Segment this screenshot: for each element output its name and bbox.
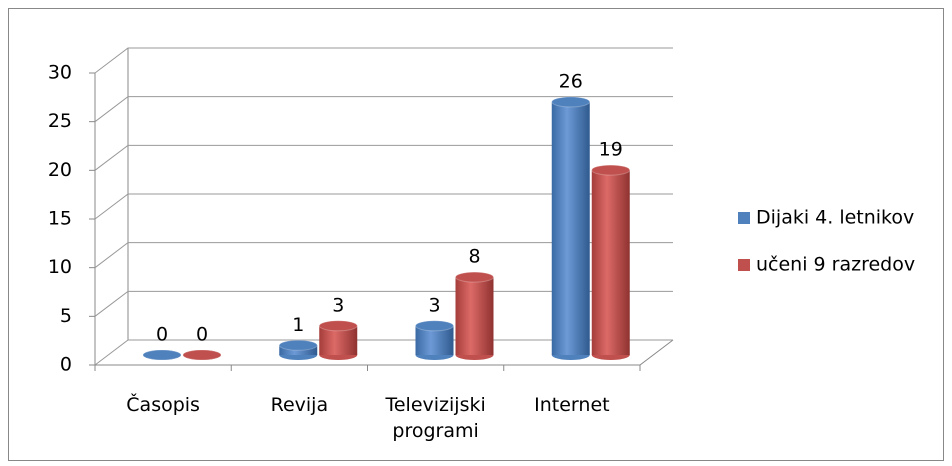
- bar: [415, 320, 454, 360]
- data-label: 0: [196, 324, 208, 346]
- bar-part: [591, 164, 631, 176]
- grid-line: [94, 193, 673, 220]
- bar-part: [182, 349, 222, 361]
- y-tick-label: 20: [48, 159, 72, 181]
- data-label: 19: [599, 139, 623, 161]
- data-label: 8: [468, 246, 480, 268]
- bar-part: [278, 339, 318, 351]
- bar-part: [551, 96, 591, 108]
- y-tick-label: 10: [48, 256, 72, 278]
- bar-part: [455, 271, 494, 283]
- data-label: 3: [428, 294, 440, 316]
- bar-part: [591, 170, 630, 355]
- legend-swatch: [738, 212, 750, 224]
- bar: [278, 339, 318, 360]
- y-tick-label: 30: [48, 62, 72, 84]
- bar-part: [455, 277, 494, 355]
- data-label: 0: [156, 324, 168, 346]
- legend-swatch: [738, 259, 750, 271]
- legend-label: učeni 9 razredov: [756, 254, 915, 276]
- y-tick-label: 15: [48, 208, 72, 230]
- data-label: 1: [292, 314, 304, 336]
- grid-line: [94, 96, 673, 123]
- legend-label: Dijaki 4. letnikov: [756, 207, 914, 229]
- data-label: 3: [332, 294, 344, 316]
- grid-line: [94, 47, 673, 74]
- bar: [182, 349, 222, 361]
- bar: [551, 96, 591, 360]
- x-tick-label: Televizijski programi: [385, 394, 486, 442]
- chart-frame: [8, 8, 944, 461]
- bar-part: [551, 101, 590, 355]
- y-tick-label: 0: [60, 354, 72, 376]
- bar-part: [142, 349, 182, 361]
- data-label: 26: [559, 70, 583, 92]
- x-tick-label: Revija: [270, 394, 329, 416]
- bar: [455, 271, 494, 360]
- grid-line: [94, 144, 673, 171]
- bar: [591, 164, 631, 360]
- y-tick-label: 5: [60, 305, 72, 327]
- y-tick-label: 25: [48, 110, 72, 132]
- x-tick-label: Internet: [534, 394, 610, 416]
- bar-part: [415, 320, 454, 332]
- grid-line: [94, 242, 673, 269]
- bar-part: [318, 320, 358, 332]
- bar: [142, 349, 182, 361]
- x-tick-label: Časopis: [126, 394, 200, 416]
- bar: [318, 320, 358, 360]
